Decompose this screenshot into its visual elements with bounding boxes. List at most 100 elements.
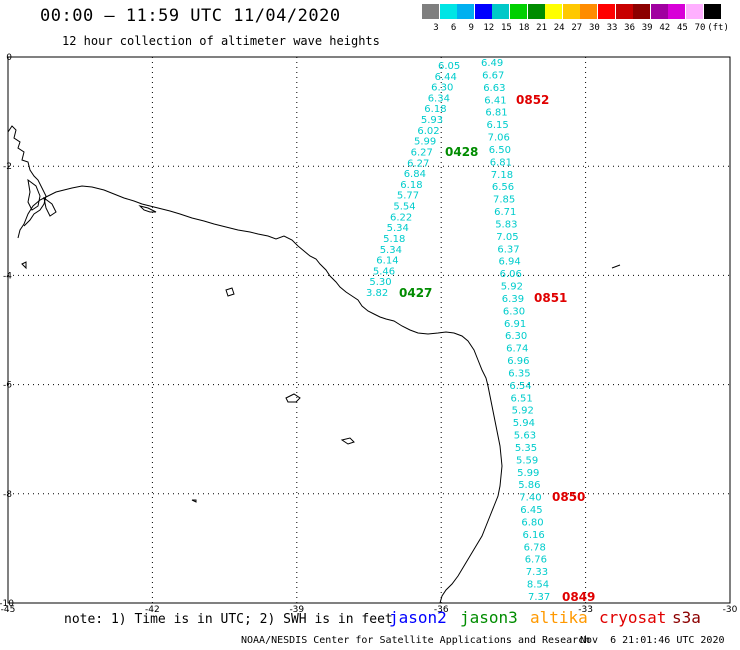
- track-value-label: 5.18: [383, 234, 405, 245]
- track-value-label: 6.34: [428, 93, 450, 104]
- legend-swatch: [510, 4, 527, 19]
- island-b: [285, 393, 301, 403]
- track-value-label: 5.34: [387, 223, 409, 234]
- legend-swatch: [615, 4, 633, 19]
- track-value-label: 6.67: [482, 70, 504, 81]
- track-value-label: 7.05: [496, 232, 518, 243]
- track-value-label: 6.41: [484, 95, 506, 106]
- track-value-label: 6.18: [424, 104, 446, 115]
- coastline-cove: [138, 205, 157, 213]
- legend-label: 30: [588, 23, 600, 33]
- track-value-label: 6.74: [506, 344, 528, 355]
- track-value-label: 6.80: [521, 518, 543, 529]
- track-value-label: 5.93: [421, 115, 443, 126]
- track-value-label: 5.63: [514, 431, 536, 442]
- track-value-label: 6.56: [492, 182, 514, 193]
- track-value-label: 6.94: [499, 257, 521, 268]
- track-value-label: 6.84: [404, 169, 426, 180]
- track-value-label: 6.63: [483, 83, 505, 94]
- legend-swatch: [527, 4, 545, 19]
- track-value-label: 5.34: [380, 245, 402, 256]
- track-value-label: 6.30: [431, 83, 453, 94]
- legend-swatch: [439, 4, 457, 19]
- map-tick-labels: -45 -42 -39 -36 -33 -30 0 -2 -4 -6 -8 -10: [0, 53, 738, 615]
- legend-label: 33: [606, 23, 618, 33]
- track-value-label: 6.50: [489, 145, 511, 156]
- satellite-legend-cryosat: cryosat: [599, 608, 667, 627]
- track-value-label: 6.27: [407, 158, 429, 169]
- lat-tick-label: -10: [0, 599, 14, 609]
- legend-swatch: [580, 4, 598, 19]
- page-title: 00:00 – 11:59 UTC 11/04/2020: [40, 6, 341, 26]
- track-value-label: 6.81: [490, 157, 512, 168]
- track-value-label: 5.77: [397, 191, 419, 202]
- legend-swatch: [598, 4, 615, 19]
- track-value-label: 5.54: [393, 202, 415, 213]
- track-time-label: 0428: [445, 145, 478, 159]
- island-f: [611, 264, 621, 269]
- track-value-label: 6.91: [504, 319, 526, 330]
- track-value-label: 5.59: [516, 455, 538, 466]
- legend-swatch: [650, 4, 668, 19]
- track-time-label: 0427: [399, 286, 432, 300]
- track-value-label: 6.71: [494, 207, 516, 218]
- track-value-label: 5.92: [501, 282, 523, 293]
- track-value-label: 6.35: [508, 369, 530, 380]
- legend-swatch: [703, 4, 721, 19]
- lon-tick-label: -36: [434, 605, 449, 615]
- track-value-label: 6.49: [481, 58, 503, 69]
- track-value-label: 5.46: [373, 266, 395, 277]
- legend-label: 24: [553, 23, 565, 33]
- track-value-label: 6.02: [417, 126, 439, 137]
- track-value-label: 6.27: [411, 148, 433, 159]
- track-value-label: 5.99: [517, 468, 539, 479]
- track-value-label: 6.76: [525, 555, 547, 566]
- track-value-label: 6.22: [390, 212, 412, 223]
- track-value-label: 3.82: [366, 288, 388, 299]
- lat-tick-label: -6: [3, 381, 12, 391]
- track-value-label: 6.44: [435, 72, 457, 83]
- lon-tick-label: -45: [1, 605, 16, 615]
- satellite-legend-jason3: jason3: [460, 608, 518, 627]
- track-value-label: 6.05: [438, 61, 460, 72]
- coastline-west-inlet: [27, 178, 41, 211]
- track-value-label: 6.45: [520, 505, 542, 516]
- coastline: [7, 125, 621, 604]
- credit-line: NOAA/NESDIS Center for Satellite Applica…: [241, 635, 591, 646]
- satellite-legend-s3a: s3a: [672, 608, 701, 627]
- island-d: [21, 261, 27, 270]
- track-time-label: 0852: [516, 93, 549, 107]
- island-c: [340, 437, 355, 445]
- track-time-label: 0849: [562, 590, 595, 604]
- legend-label: 3: [433, 23, 439, 33]
- legend-label: 42: [659, 23, 671, 33]
- track-value-label: 6.06: [500, 269, 522, 280]
- legend-swatch: [668, 4, 686, 19]
- map-gridlines: [8, 57, 730, 603]
- track-value-label: 7.18: [491, 170, 513, 181]
- lat-tick-label: -4: [3, 271, 12, 281]
- legend-swatch: [633, 4, 651, 19]
- legend-label: 27: [571, 23, 583, 33]
- altimeter-tracks: 6.056.446.306.346.185.936.025.996.276.27…: [366, 58, 595, 604]
- track-time-label: 0851: [534, 291, 567, 305]
- lat-tick-label: -8: [3, 490, 12, 500]
- track-value-label: 7.06: [488, 133, 510, 144]
- track-value-label: 7.33: [526, 567, 548, 578]
- legend-label: 21: [536, 23, 548, 33]
- lon-tick-label: -33: [578, 605, 593, 615]
- track-value-label: 6.30: [505, 331, 527, 342]
- legend-unit: (ft): [707, 23, 729, 33]
- legend-label: 39: [641, 23, 653, 33]
- track-value-label: 6.78: [524, 542, 546, 553]
- track-value-label: 7.40: [519, 493, 541, 504]
- track-value-label: 5.86: [518, 480, 540, 491]
- track-value-label: 6.51: [511, 393, 533, 404]
- track-value-label: 5.99: [414, 137, 436, 148]
- legend-swatch: [422, 4, 439, 19]
- track-time-label: 0850: [552, 490, 585, 504]
- footer-note: note: 1) Time is in UTC; 2) SWH is in fe…: [64, 612, 393, 627]
- track-value-label: 6.16: [523, 530, 545, 541]
- lat-tick-label: 0: [6, 53, 12, 63]
- track-value-label: 7.85: [493, 195, 515, 206]
